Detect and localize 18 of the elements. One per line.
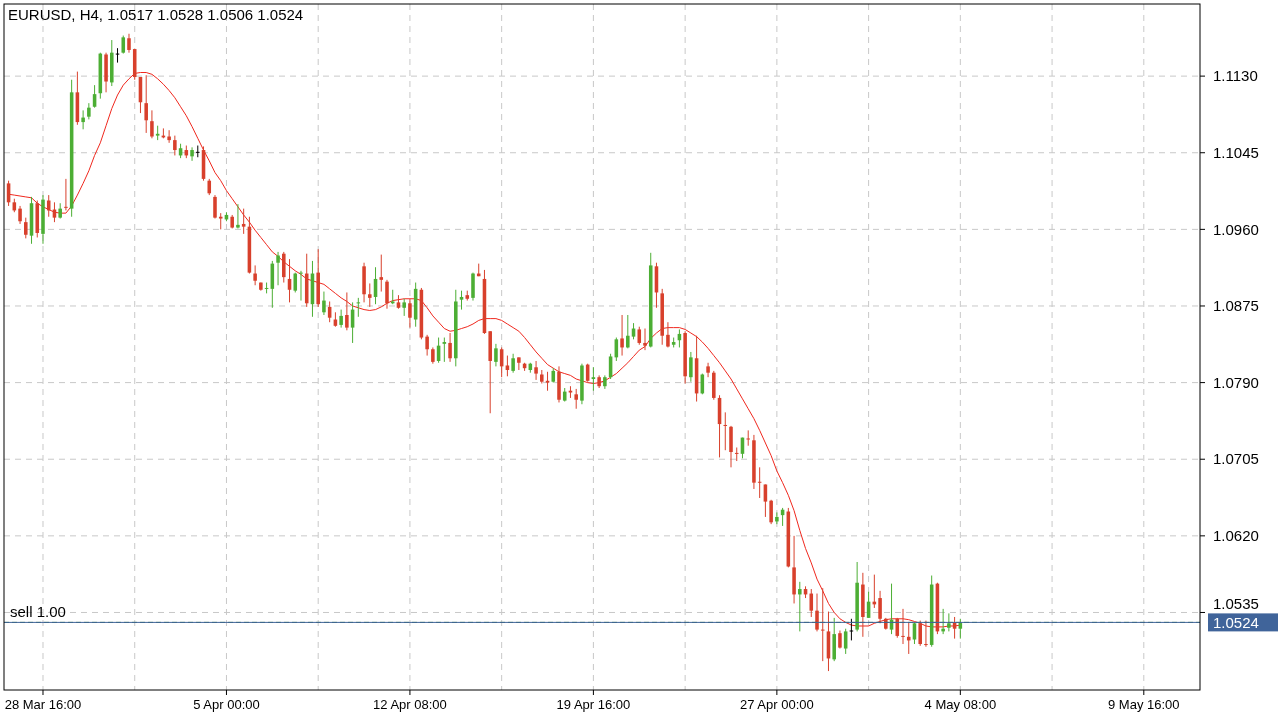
x-tick-label: 4 May 08:00	[924, 697, 997, 712]
x-tick-label: 12 Apr 08:00	[373, 697, 447, 712]
y-tick-label: 1.0705	[1213, 450, 1259, 468]
y-tick-label: 1.1045	[1213, 143, 1259, 161]
ref-line-label: 1.0524	[1213, 613, 1259, 631]
x-tick-label: 28 Mar 16:00	[4, 697, 82, 712]
y-tick-label: 1.0960	[1213, 220, 1259, 238]
x-tick-label: 19 Apr 16:00	[556, 697, 631, 712]
chart-title: EURUSD, H4, 1.0517 1.0528 1.0506 1.0524	[8, 6, 304, 23]
ref-line-label: sell 1.00	[10, 603, 66, 621]
x-tick-label: 27 Apr 00:00	[740, 697, 814, 712]
y-tick-label: 1.0535	[1213, 594, 1259, 612]
y-tick-label: 1.0875	[1213, 297, 1259, 315]
x-tick-label: 5 Apr 00:00	[193, 697, 260, 712]
y-tick-label: 1.1130	[1213, 67, 1258, 85]
x-tick-label: 9 May 16:00	[1108, 697, 1180, 712]
y-tick-label: 1.0790	[1213, 373, 1259, 391]
y-tick-label: 1.0620	[1213, 527, 1259, 545]
